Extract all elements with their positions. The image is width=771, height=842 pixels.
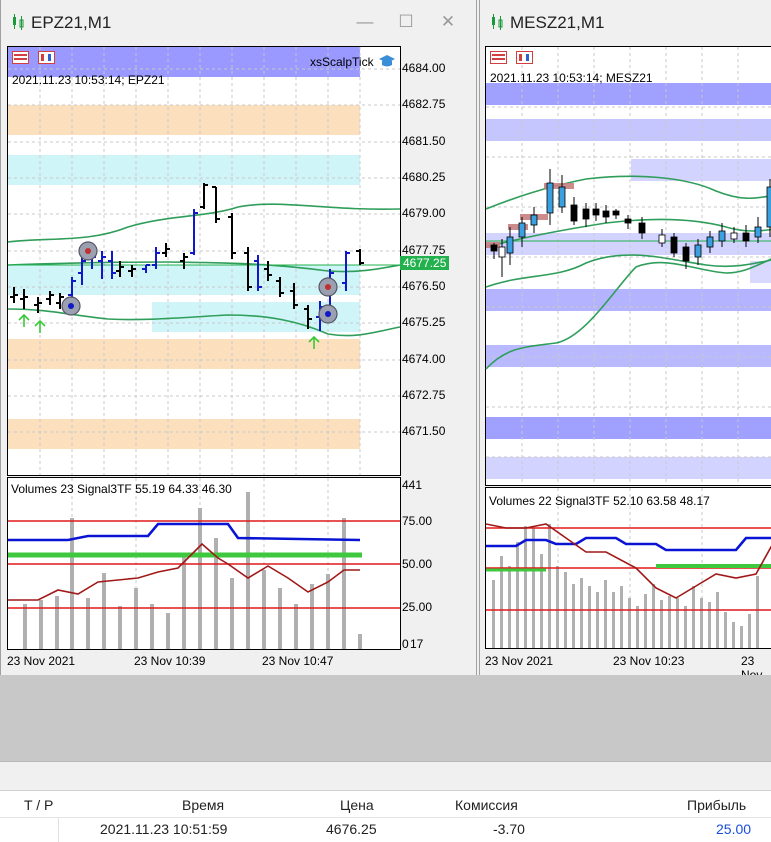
cell-price: 4676.25 <box>326 821 377 837</box>
main-chart-area[interactable]: 2021.11.23 10:53:14; MESZ21 <box>485 46 771 486</box>
price-chart-svg <box>7 47 401 475</box>
maximize-button[interactable]: ☐ <box>398 12 414 31</box>
column-header-profit[interactable]: Прибыль <box>687 797 747 813</box>
column-header-commission[interactable]: Комиссия <box>455 797 518 813</box>
table-row[interactable]: 2021.11.23 10:51:59 4676.25 -3.70 25.00 <box>0 817 771 842</box>
chart-window-mesz21[interactable]: MESZ21,M1 <box>479 0 771 682</box>
price-label: 4681.50 <box>402 134 446 148</box>
column-header-tp[interactable]: T / P <box>24 797 54 813</box>
price-label: 4680.25 <box>402 170 446 184</box>
indicator-window-icon[interactable] <box>38 51 56 65</box>
sub-axis-label: 25.00 <box>402 600 433 614</box>
trade-table[interactable]: T / P Время Цена Комиссия Прибыль 2021.1… <box>0 790 771 842</box>
cell-time: 2021.11.23 10:51:59 <box>100 821 228 837</box>
indicator-title: Volumes 22 Signal3TF 52.10 63.58 48.17 <box>489 494 710 508</box>
price-label: 4684.00 <box>402 61 446 75</box>
close-button[interactable]: ✕ <box>440 12 456 31</box>
indicator-subwindow[interactable]: Volumes 22 Signal3TF 52.10 63.58 48.17 <box>485 487 771 649</box>
time-label: 23 Nov 2021 <box>7 654 76 668</box>
indicator-chart-svg <box>485 488 771 648</box>
sub-axis-label: 441 <box>402 478 423 492</box>
indicator-name: xsScalpTick <box>310 55 374 69</box>
time-label: 23 Nov 10:23 <box>613 654 685 668</box>
cell-profit: 25.00 <box>716 821 752 837</box>
column-header-price[interactable]: Цена <box>340 797 374 813</box>
window-titlebar[interactable]: MESZ21,M1 <box>480 0 771 44</box>
indicator-title: Volumes 23 Signal3TF 55.19 64.33 46.30 <box>11 482 232 496</box>
chart-info-label: 2021.11.23 10:53:14; MESZ21 <box>490 71 653 85</box>
main-chart-area[interactable]: 2021.11.23 10:53:14; EPZ21 xsScalpTick <box>7 46 401 476</box>
price-label: 4672.75 <box>402 388 446 402</box>
toolbox-header <box>0 761 771 792</box>
price-label: 4671.50 <box>402 424 446 438</box>
sub-axis-label: 75.00 <box>402 514 433 528</box>
workspace-background <box>0 675 771 761</box>
price-label: 4674.00 <box>402 352 446 366</box>
window-title: EPZ21,M1 <box>31 13 112 32</box>
graduation-cap-icon[interactable] <box>378 53 396 69</box>
current-price-badge: 4677.25 <box>400 256 450 270</box>
price-label: 4679.00 <box>402 206 446 220</box>
column-header-time[interactable]: Время <box>182 797 225 813</box>
sub-axis-label: 50.00 <box>402 557 433 571</box>
window-titlebar[interactable]: EPZ21,M1 — ☐ ✕ <box>1 0 476 44</box>
indicator-subwindow[interactable]: Volumes 23 Signal3TF 55.19 64.33 46.30 <box>7 477 401 650</box>
chart-window-icon <box>13 14 24 30</box>
price-chart-svg <box>485 47 771 485</box>
window-title: MESZ21,M1 <box>510 13 605 32</box>
time-label: 23 Nov 2021 <box>485 654 554 668</box>
indicator-chart-svg <box>8 478 400 649</box>
sub-axis-label: 17 <box>410 637 424 651</box>
time-label: 23 Nov 10:39 <box>134 654 206 668</box>
price-label: 4682.75 <box>402 97 446 111</box>
chart-window-epz21[interactable]: EPZ21,M1 — ☐ ✕ <box>0 0 477 675</box>
chart-list-icon[interactable] <box>490 51 508 65</box>
sub-axis-label: 0 <box>402 637 409 651</box>
cell-commission: -3.70 <box>493 821 525 837</box>
price-label: 4676.50 <box>402 279 446 293</box>
chart-info-label: 2021.11.23 10:53:14; EPZ21 <box>12 73 165 87</box>
chart-list-icon[interactable] <box>12 51 30 65</box>
price-label: 4677.75 <box>402 243 446 257</box>
chart-window-icon <box>492 14 503 30</box>
indicator-window-icon[interactable] <box>516 51 534 65</box>
time-label: 23 Nov 10:47 <box>262 654 334 668</box>
minimize-button[interactable]: — <box>356 12 374 31</box>
price-label: 4675.25 <box>402 315 446 329</box>
